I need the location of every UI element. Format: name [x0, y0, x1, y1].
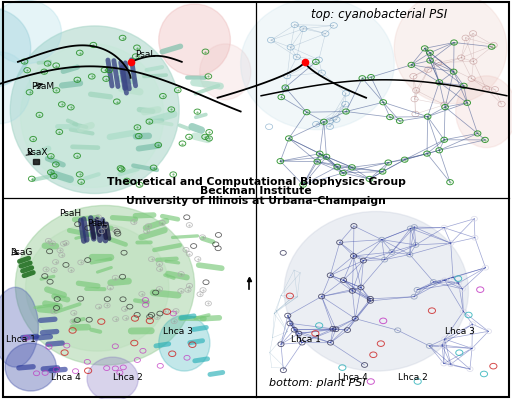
Text: top: cyanobacterial PSI: top: cyanobacterial PSI — [311, 8, 447, 21]
Ellipse shape — [159, 315, 210, 371]
Text: Lhca 1: Lhca 1 — [291, 336, 321, 344]
Text: PsaL: PsaL — [135, 49, 155, 59]
Ellipse shape — [159, 4, 230, 76]
Ellipse shape — [0, 287, 38, 367]
Ellipse shape — [15, 205, 195, 365]
Text: PsaG: PsaG — [10, 248, 33, 257]
Ellipse shape — [5, 343, 56, 391]
Ellipse shape — [0, 0, 61, 64]
Ellipse shape — [0, 52, 31, 124]
Text: Lhca 4: Lhca 4 — [338, 373, 368, 381]
Text: PsaH: PsaH — [59, 209, 81, 218]
Ellipse shape — [20, 44, 164, 188]
Ellipse shape — [284, 211, 468, 371]
Ellipse shape — [394, 0, 507, 104]
Ellipse shape — [241, 0, 394, 130]
Text: PsaX: PsaX — [27, 148, 48, 157]
Text: Lhca 3: Lhca 3 — [445, 328, 475, 336]
Ellipse shape — [87, 357, 138, 399]
Text: Lhca 2: Lhca 2 — [398, 373, 428, 381]
Ellipse shape — [0, 8, 31, 88]
Text: Lhca 3: Lhca 3 — [163, 328, 193, 336]
Ellipse shape — [10, 26, 179, 194]
Text: Theoretical and Computational Biophysics Group: Theoretical and Computational Biophysics… — [106, 176, 406, 187]
Text: Lhca 1: Lhca 1 — [6, 336, 36, 344]
Ellipse shape — [456, 76, 512, 148]
Text: PsaM: PsaM — [31, 83, 54, 91]
Text: PsaL: PsaL — [87, 219, 108, 228]
Text: Beckman Institute: Beckman Institute — [200, 186, 312, 196]
Text: University of Illinois at Urbana-Champaign: University of Illinois at Urbana-Champai… — [126, 196, 386, 206]
Text: Lhca 4: Lhca 4 — [51, 373, 81, 381]
Ellipse shape — [26, 223, 169, 351]
Text: Lhca 2: Lhca 2 — [113, 373, 142, 381]
Text: bottom: plant PSI: bottom: plant PSI — [269, 378, 366, 388]
Bar — [33, 159, 39, 164]
Ellipse shape — [200, 44, 251, 100]
